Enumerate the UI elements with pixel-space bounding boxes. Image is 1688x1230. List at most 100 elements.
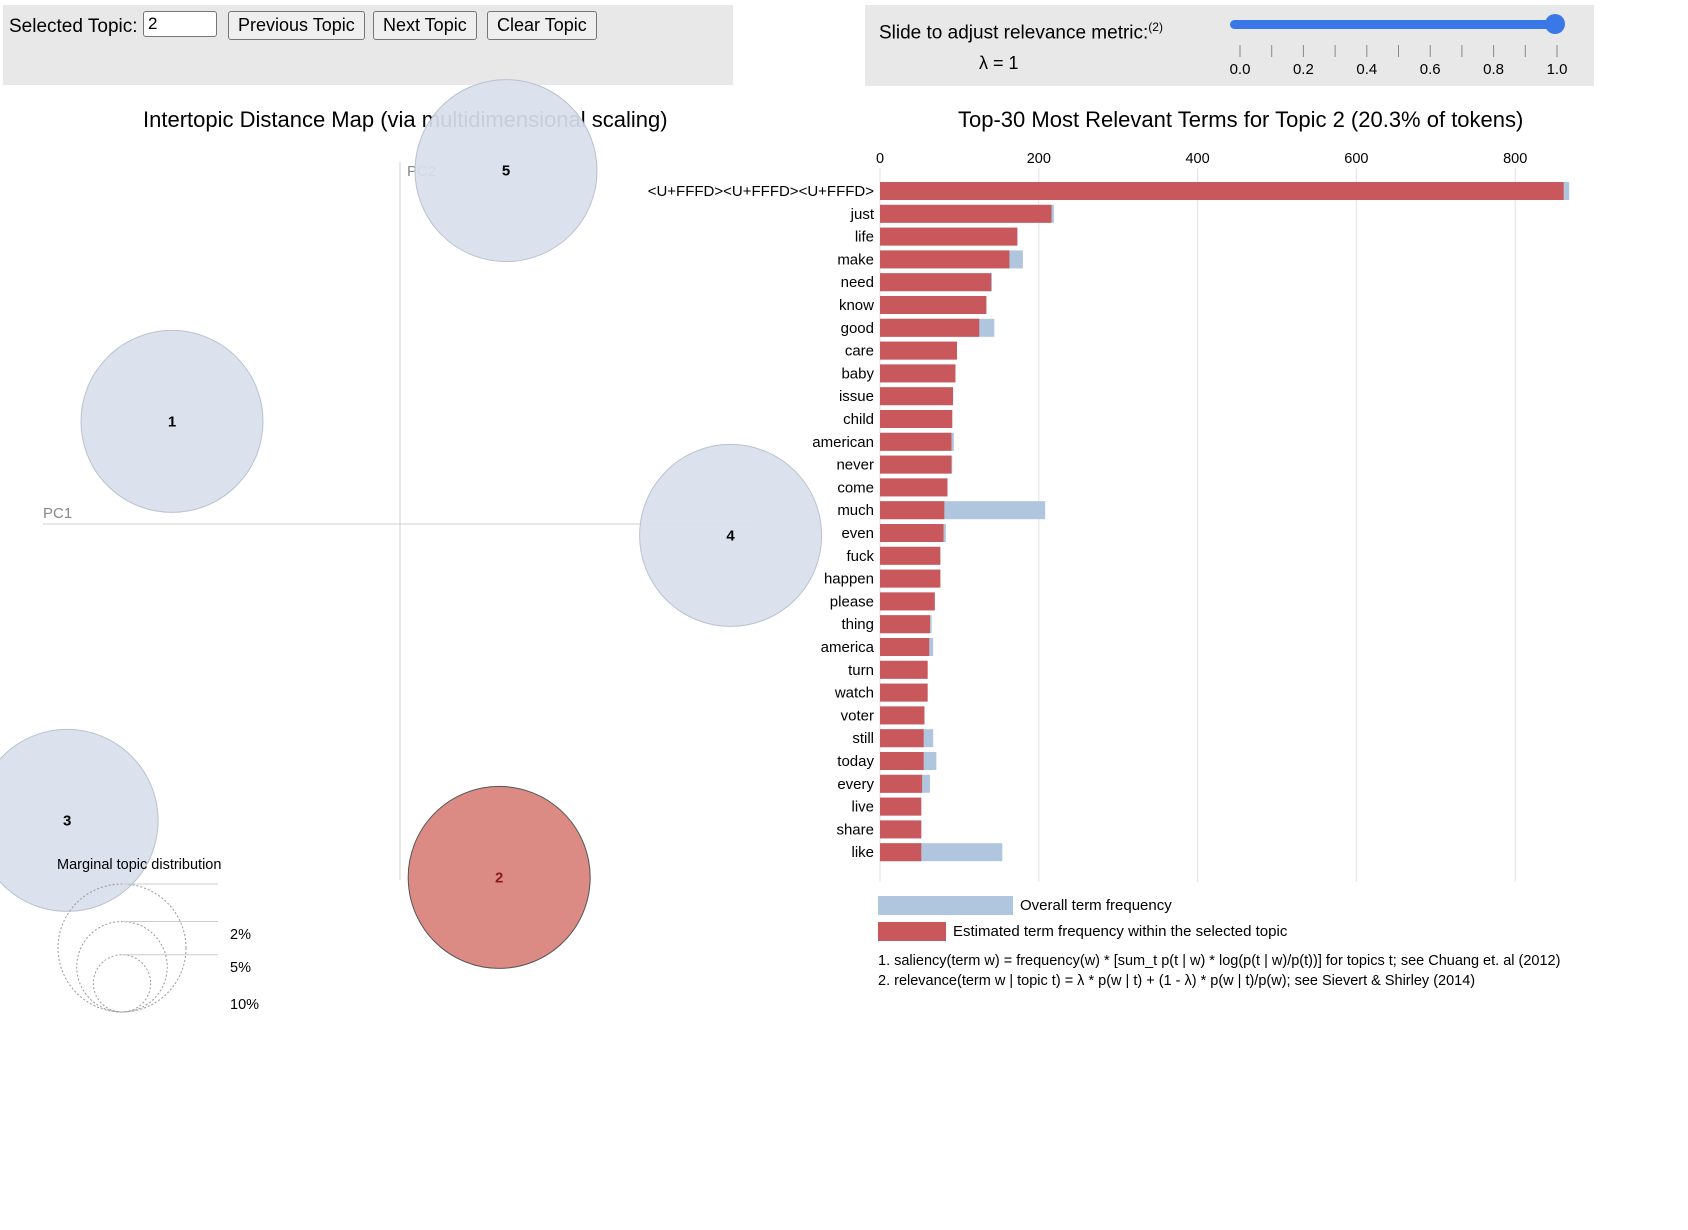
marginal-legend-label: 10% xyxy=(230,997,259,1013)
topic-frequency-bar xyxy=(880,752,924,770)
topic-control-panel: Selected Topic: Previous Topic Next Topi… xyxy=(3,5,733,85)
topic-circle-5 xyxy=(414,79,598,263)
marginal-legend-circle xyxy=(92,954,152,1013)
slider-tick-label: 0.0 xyxy=(1230,61,1250,78)
relevance-panel: Slide to adjust relevance metric:(2) λ =… xyxy=(865,5,1594,86)
topic-frequency-bar xyxy=(880,318,980,337)
x-tick-label: 200 xyxy=(1027,151,1051,167)
topic-frequency-bar xyxy=(880,455,952,474)
relevant-terms-bar-chart: 0 200 400 600 800 <U+FFFD><U+FFFD><U+FFFD> jus… xyxy=(648,151,1570,882)
topic-frequency-bar xyxy=(880,364,956,383)
lambda-slider-thumb[interactable] xyxy=(1545,14,1565,34)
slider-tick-label: 1.0 xyxy=(1547,61,1568,78)
legend-estimated: Estimated term frequency within the sele… xyxy=(878,922,1287,941)
previous-topic-button[interactable]: Previous Topic xyxy=(228,11,365,40)
topic-frequency-bar xyxy=(880,820,922,839)
topic-frequency-bar xyxy=(880,250,1010,269)
term-label: baby xyxy=(841,365,874,382)
x-tick-label: 600 xyxy=(1344,151,1368,167)
topic-circle-2 xyxy=(407,785,591,969)
x-tick-label: 400 xyxy=(1185,151,1209,167)
term-label: every xyxy=(837,776,874,793)
topic-frequency-bar xyxy=(880,204,1052,223)
footnote-relevance: 2. relevance(term w | topic t) = λ * p(w… xyxy=(878,973,1476,989)
topic-circle-label: 5 xyxy=(502,163,510,180)
term-label: american xyxy=(812,434,874,451)
topic-frequency-bar xyxy=(880,478,948,497)
relevance-label-text: Slide to adjust relevance metric: xyxy=(879,22,1149,44)
slider-tick-label: 0.8 xyxy=(1483,61,1504,78)
marginal-legend-title: Marginal topic distribution xyxy=(57,857,221,873)
x-tick-label: 0 xyxy=(876,151,884,167)
topic-frequency-bar xyxy=(880,387,954,406)
topic-frequency-bar xyxy=(880,615,931,634)
term-label: much xyxy=(837,502,874,519)
term-label: share xyxy=(836,821,874,838)
term-label: <U+FFFD><U+FFFD><U+FFFD> xyxy=(648,183,875,200)
footnote-saliency: 1. saliency(term w) = frequency(w) * [su… xyxy=(878,953,1561,969)
topic-frequency-bar xyxy=(880,227,1018,246)
topic-frequency-bar xyxy=(880,182,1564,200)
term-label: voter xyxy=(841,707,874,724)
term-label: good xyxy=(841,320,874,337)
term-label: please xyxy=(830,593,874,610)
topic-frequency-bar xyxy=(880,546,941,565)
term-label: fuck xyxy=(846,548,874,565)
topic-circle-label: 2 xyxy=(495,869,503,886)
topic-frequency-bar xyxy=(880,706,925,725)
term-label: make xyxy=(837,251,874,268)
topic-frequency-bar xyxy=(880,843,922,862)
lambda-slider-track[interactable] xyxy=(1230,20,1555,29)
relevance-footnote-marker: (2) xyxy=(1148,20,1163,34)
term-label: turn xyxy=(848,662,874,679)
x-tick-label: 800 xyxy=(1503,151,1527,167)
topic-circle-label: 4 xyxy=(726,527,735,544)
term-label: never xyxy=(836,457,874,474)
term-label: child xyxy=(843,411,874,428)
term-label: come xyxy=(837,479,874,496)
topic-circle-1 xyxy=(80,329,264,513)
legend-overall-swatch xyxy=(878,896,1013,915)
legend-estimated-swatch xyxy=(878,922,946,941)
slider-tick-label: 0.6 xyxy=(1420,61,1441,78)
topic-frequency-bar xyxy=(880,341,958,360)
topic-frequency-bar xyxy=(880,501,945,520)
term-label: today xyxy=(837,753,874,770)
legend-overall: Overall term frequency xyxy=(878,896,1172,915)
topic-frequency-bar xyxy=(880,638,930,656)
lambda-value: λ = 1 xyxy=(979,53,1019,73)
topic-frequency-bar xyxy=(880,410,953,428)
term-label: know xyxy=(839,297,874,314)
footnotes: 1. saliency(term w) = frequency(w) * [su… xyxy=(878,951,1560,991)
topic-frequency-bar xyxy=(880,273,992,292)
term-label: watch xyxy=(834,685,874,702)
terms-chart-title: Top-30 Most Relevant Terms for Topic 2 (… xyxy=(958,107,1524,132)
topic-frequency-bar xyxy=(880,569,941,588)
pc1-axis-label: PC1 xyxy=(43,505,72,522)
topic-frequency-bar xyxy=(880,797,922,816)
topic-frequency-bar xyxy=(880,729,924,748)
term-label: just xyxy=(850,206,875,223)
topic-frequency-bar xyxy=(880,432,952,451)
topic-frequency-bar xyxy=(880,660,928,679)
legend-overall-label: Overall term frequency xyxy=(1020,897,1172,914)
term-label: issue xyxy=(839,388,874,405)
slider-tick-label: 0.2 xyxy=(1293,61,1314,78)
legend-estimated-label: Estimated term frequency within the sele… xyxy=(953,923,1288,940)
clear-topic-button[interactable]: Clear Topic xyxy=(487,11,597,40)
lambda-slider-ticks: 0.0 0.2 0.4 0.6 0.8 1.0 xyxy=(1230,45,1568,78)
term-label: even xyxy=(841,525,874,542)
topic-frequency-bar xyxy=(880,592,935,611)
intertopic-distance-map: PC1PC213452Marginal topic distribution2%… xyxy=(0,79,823,1013)
term-label: like xyxy=(851,844,874,861)
selected-topic-input[interactable] xyxy=(143,11,217,37)
topic-frequency-bar xyxy=(880,296,987,314)
term-label: thing xyxy=(841,616,874,633)
slider-tick-label: 0.4 xyxy=(1356,61,1377,78)
next-topic-button[interactable]: Next Topic xyxy=(373,11,477,40)
marginal-legend-label: 2% xyxy=(230,927,251,943)
term-label: life xyxy=(855,229,874,246)
term-label: care xyxy=(845,343,874,360)
topic-frequency-bar xyxy=(880,683,928,702)
topic-frequency-bar xyxy=(880,524,944,542)
